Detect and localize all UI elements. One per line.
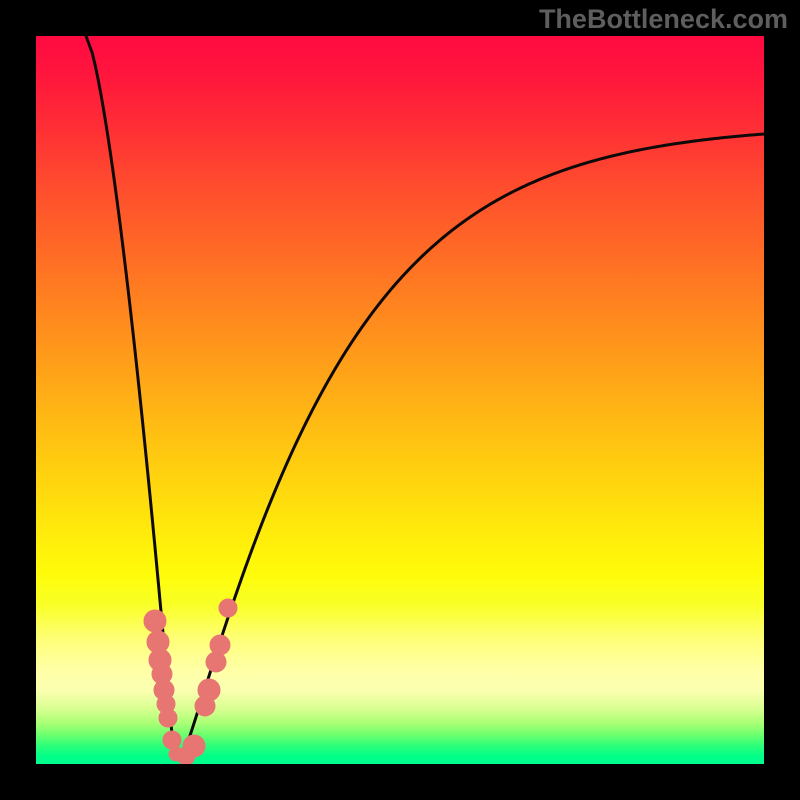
watermark-text: TheBottleneck.com xyxy=(539,4,788,35)
data-marker xyxy=(195,696,215,716)
plot-area xyxy=(36,36,764,764)
data-marker xyxy=(144,610,166,632)
data-marker xyxy=(206,652,226,672)
data-marker xyxy=(163,731,181,749)
data-marker xyxy=(177,747,195,765)
data-marker xyxy=(219,599,237,617)
data-marker xyxy=(159,709,177,727)
